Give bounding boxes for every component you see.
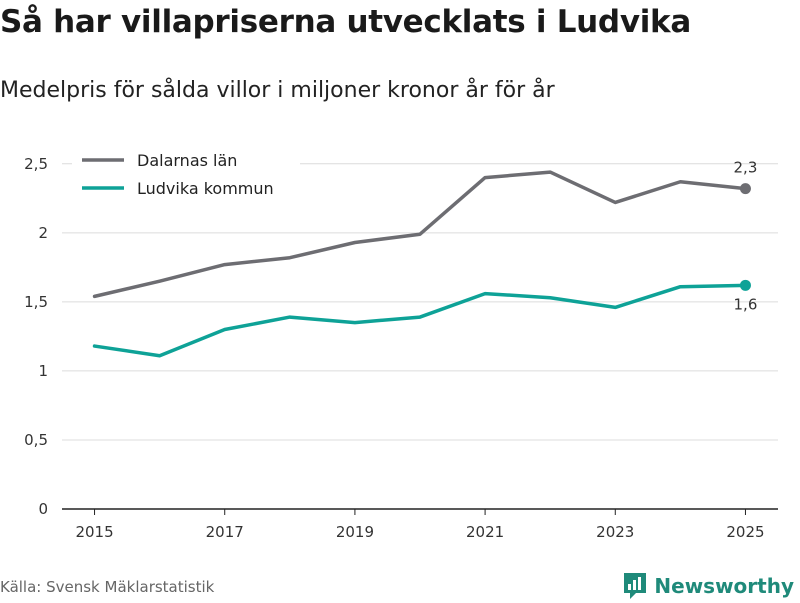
legend-label: Dalarnas län (137, 151, 237, 170)
newsworthy-logo: Newsworthy (622, 569, 794, 603)
x-tick-label: 2023 (596, 523, 634, 541)
series-lines (92, 170, 748, 358)
end-point-marker (739, 183, 751, 195)
x-tick-label: 2019 (336, 523, 374, 541)
x-tick-label: 2025 (726, 523, 764, 541)
y-axis-tick-labels: 0 0,5 1 1,5 2 2,5 (24, 155, 48, 518)
y-tick-label: 0 (38, 500, 48, 518)
chart-title: Så har villapriserna utvecklats i Ludvik… (0, 4, 691, 40)
x-tick-label: 2017 (206, 523, 244, 541)
y-tick-label: 0,5 (24, 431, 48, 449)
end-value-label: 1,6 (734, 295, 758, 313)
source-note: Källa: Svensk Mäklarstatistik (0, 578, 215, 596)
legend-label: Ludvika kommun (137, 179, 274, 198)
y-tick-label: 2 (38, 224, 48, 242)
chart-subtitle: Medelpris för sålda villor i miljoner kr… (0, 78, 555, 103)
y-tick-label: 1,5 (24, 293, 48, 311)
y-tick-label: 1 (38, 362, 48, 380)
x-tick-label: 2015 (75, 523, 113, 541)
x-tick-label: 2021 (466, 523, 504, 541)
end-point-marker (739, 279, 751, 291)
legend: Dalarnas län Ludvika kommun (72, 146, 300, 202)
x-axis-tick-labels: 2015 2017 2019 2021 2023 2025 (75, 509, 765, 541)
chart-bubble-icon (624, 573, 647, 599)
brand-name: Newsworthy (654, 574, 794, 598)
series-line-dalarnas-lan (92, 170, 748, 299)
y-tick-label: 2,5 (24, 155, 48, 173)
grid-lines (62, 163, 778, 510)
series-line-ludvika-kommun (92, 283, 748, 358)
end-value-label: 2,3 (734, 159, 758, 177)
end-markers: 2,3 1,6 (734, 159, 758, 314)
legend-background (72, 146, 300, 202)
